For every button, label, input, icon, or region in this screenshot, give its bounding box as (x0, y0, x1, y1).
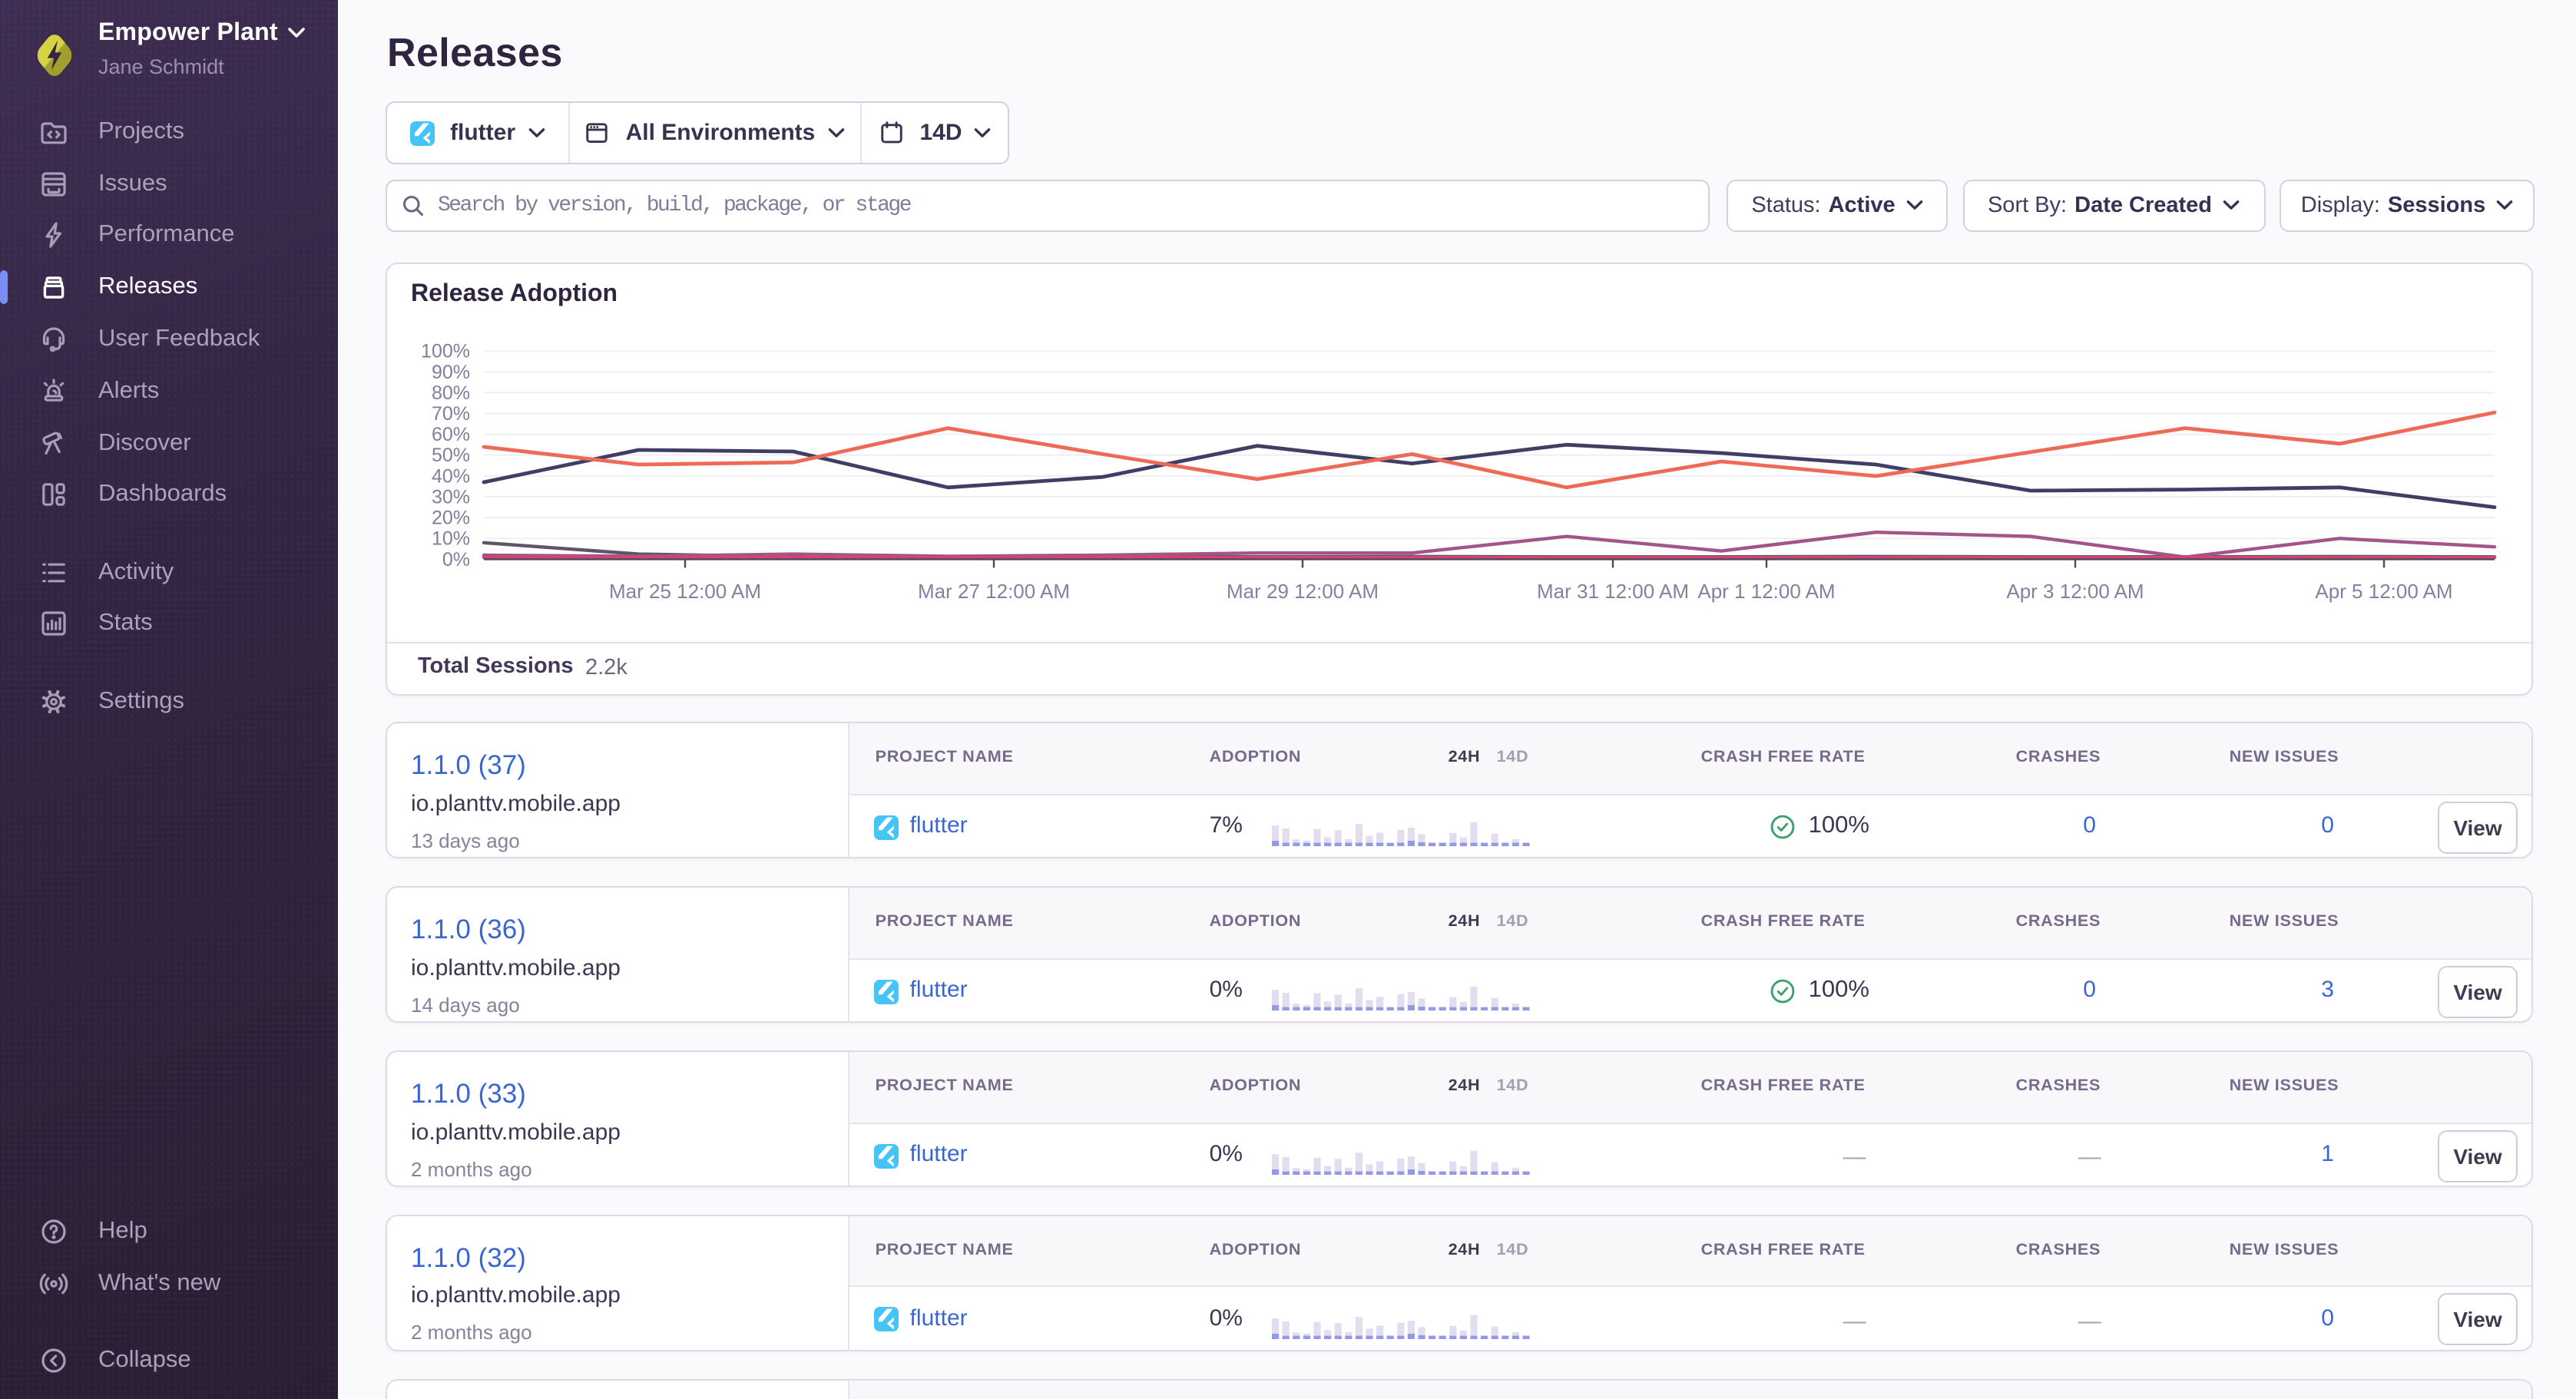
svg-text:20%: 20% (432, 507, 470, 528)
svg-text:100%: 100% (421, 340, 470, 362)
svg-text:Mar 25 12:00 AM: Mar 25 12:00 AM (609, 579, 761, 602)
svg-text:30%: 30% (432, 485, 470, 507)
svg-text:90%: 90% (432, 361, 470, 382)
svg-text:Mar 27 12:00 AM: Mar 27 12:00 AM (918, 579, 1070, 602)
svg-text:40%: 40% (432, 465, 470, 486)
svg-text:Mar 31 12:00 AM: Mar 31 12:00 AM (1537, 579, 1689, 602)
svg-text:Apr 5 12:00 AM: Apr 5 12:00 AM (2315, 579, 2452, 602)
svg-text:0%: 0% (442, 548, 470, 570)
svg-text:50%: 50% (432, 444, 470, 465)
svg-text:70%: 70% (432, 402, 470, 424)
svg-text:10%: 10% (432, 528, 470, 549)
svg-text:Apr 1 12:00 AM: Apr 1 12:00 AM (1697, 579, 1835, 602)
svg-text:Apr 3 12:00 AM: Apr 3 12:00 AM (2006, 579, 2144, 602)
svg-text:60%: 60% (432, 423, 470, 445)
svg-text:Mar 29 12:00 AM: Mar 29 12:00 AM (1227, 579, 1379, 602)
svg-text:80%: 80% (432, 382, 470, 403)
